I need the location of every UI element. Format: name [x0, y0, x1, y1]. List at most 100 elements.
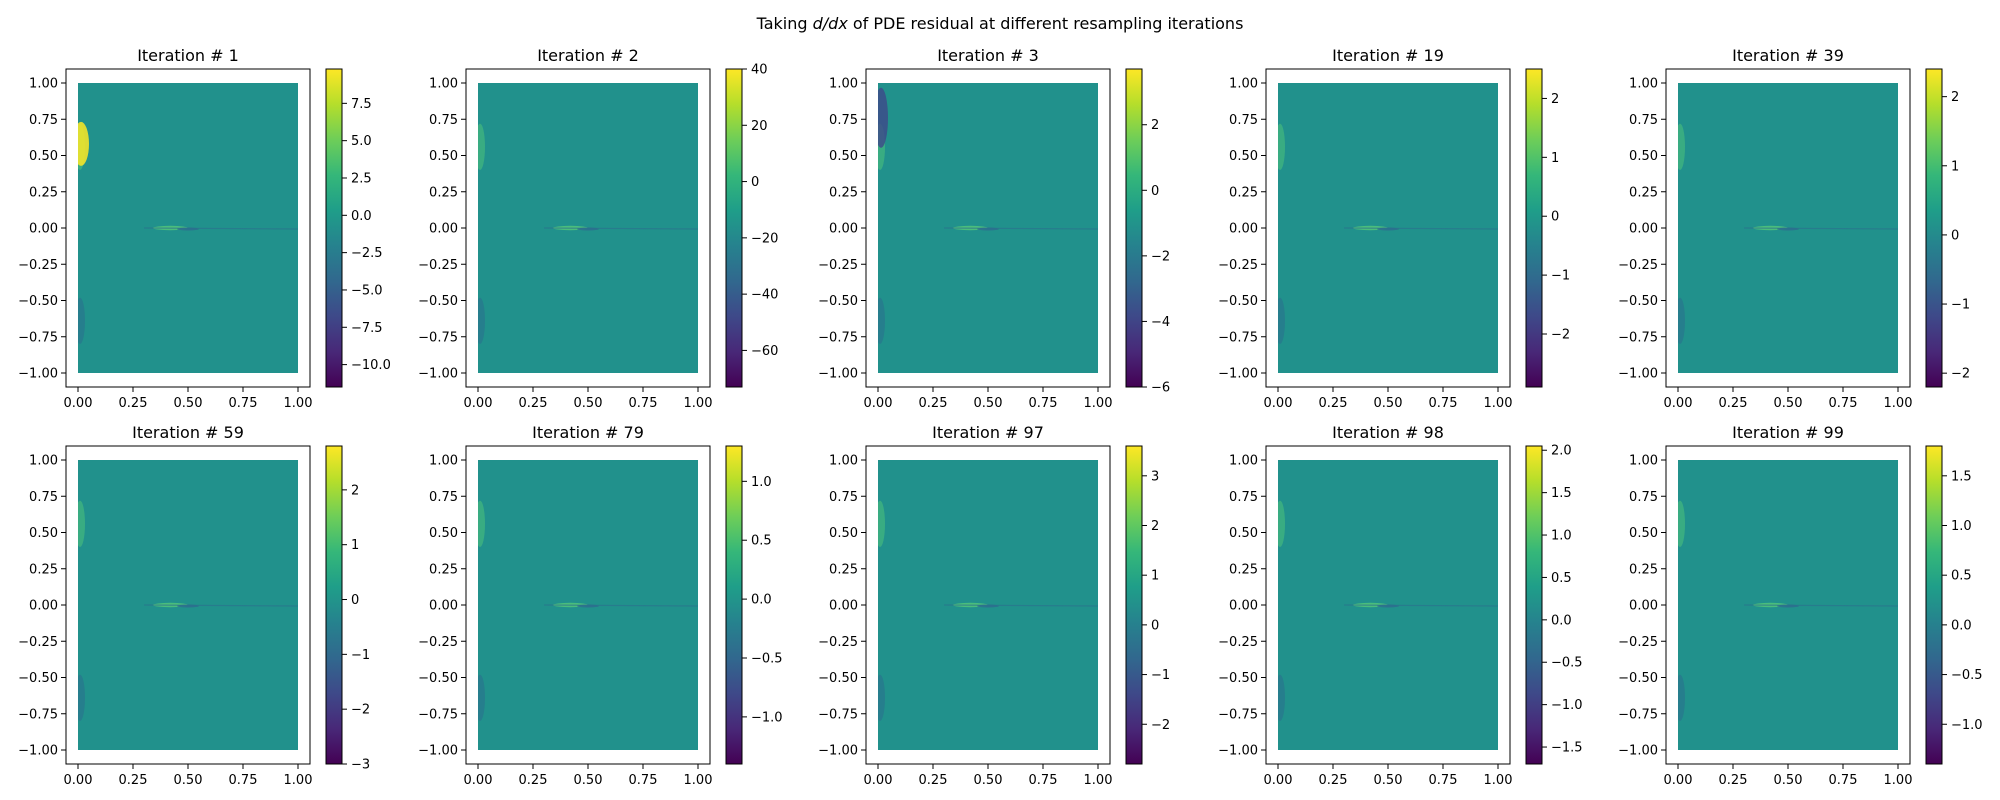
y-tick-label: −0.25 — [818, 258, 858, 273]
x-tick-label: 0.50 — [1374, 396, 1403, 411]
boundary-streak — [1678, 123, 1685, 170]
subplot-title: Iteration # 2 — [537, 46, 639, 65]
x-tick-label: 1.00 — [1884, 396, 1913, 411]
y-tick-label: −0.75 — [1218, 330, 1258, 345]
x-tick-label: 0.00 — [1664, 396, 1693, 411]
x-tick-label: 0.50 — [1374, 773, 1403, 788]
x-tick-label: 1.00 — [284, 396, 313, 411]
boundary-streak — [1278, 500, 1285, 547]
residual-features — [1278, 123, 1498, 344]
y-tick-label: 1.00 — [29, 77, 58, 92]
x-tick-label: 1.00 — [1084, 773, 1113, 788]
residual-features — [1678, 500, 1898, 721]
x-tick-label: 1.00 — [1084, 396, 1113, 411]
y-tick-label: −1.00 — [18, 744, 58, 759]
colorbar-tick-label: −4 — [1151, 315, 1170, 330]
subplot-title: Iteration # 1 — [137, 46, 239, 65]
x-tick-label: 1.00 — [1484, 396, 1513, 411]
colorbar-tick-label: 3 — [1151, 469, 1159, 484]
colorbar-tick-label: −2 — [1151, 718, 1170, 733]
subplot-4: Iteration # 19 0.00 0.25 0.50 0.75 1.00 1.00 0.… — [1218, 46, 1570, 411]
shock-line — [143, 227, 298, 230]
y-tick-label: −0.75 — [1618, 330, 1658, 345]
y-tick-label: −0.75 — [18, 330, 58, 345]
y-tick-label: 0.25 — [1629, 562, 1658, 577]
colorbar-tick-label: −10.0 — [351, 358, 391, 373]
x-tick-label: 0.50 — [974, 773, 1003, 788]
x-tick-label: 0.00 — [864, 773, 893, 788]
x-tick-label: 0.25 — [519, 396, 548, 411]
colorbar-tick-label: −40 — [751, 288, 778, 303]
y-tick-label: 0.25 — [29, 562, 58, 577]
colorbar-tick-label: 2.0 — [1551, 444, 1572, 459]
boundary-streak — [78, 500, 85, 547]
y-tick-label: 0.25 — [829, 185, 858, 200]
y-tick-label: −1.00 — [1618, 367, 1658, 382]
colorbar-tick-label: −0.5 — [1951, 668, 1983, 683]
y-tick-label: 0.00 — [1229, 222, 1258, 237]
y-tick-label: 0.50 — [1229, 149, 1258, 164]
residual-features — [878, 87, 1098, 344]
colorbar-tick-label: 1.0 — [1951, 519, 1972, 534]
subplot-title: Iteration # 3 — [937, 46, 1039, 65]
y-tick-label: −0.50 — [1218, 671, 1258, 686]
x-tick-label: 0.50 — [974, 396, 1003, 411]
subplot-8: Iteration # 97 0.00 0.25 0.50 0.75 1.00 1.00 0.… — [818, 423, 1170, 788]
y-tick-label: −0.75 — [418, 330, 458, 345]
colorbar-tick-label: 0.5 — [1951, 569, 1972, 584]
subplot-6: Iteration # 59 0.00 0.25 0.50 0.75 1.00 1.00 0.… — [18, 423, 370, 788]
y-tick-label: 1.00 — [829, 454, 858, 469]
y-tick-label: −0.75 — [818, 707, 858, 722]
y-tick-label: 0.50 — [29, 149, 58, 164]
x-tick-label: 0.75 — [229, 773, 258, 788]
subplot-1: Iteration # 1 0.00 0.25 0.50 0.75 1.00 1.00 0.7… — [18, 46, 391, 411]
y-tick-label: −0.50 — [18, 671, 58, 686]
x-tick-label: 0.75 — [1429, 773, 1458, 788]
y-tick-label: −0.75 — [418, 707, 458, 722]
y-tick-label: 0.75 — [429, 490, 458, 505]
subplot-title: Iteration # 19 — [1332, 46, 1444, 65]
y-tick-label: −0.50 — [1218, 294, 1258, 309]
y-tick-label: 0.00 — [829, 222, 858, 237]
colorbar-tick-label: −1 — [1551, 269, 1570, 284]
colorbar-tick-label: 1.5 — [1551, 486, 1572, 501]
colorbar-tick-label: 0.5 — [751, 534, 772, 549]
y-tick-label: 0.25 — [29, 185, 58, 200]
colorbar — [1126, 446, 1142, 764]
boundary-streak — [878, 297, 885, 344]
boundary-streak — [478, 674, 485, 721]
boundary-streak — [1278, 674, 1285, 721]
x-tick-label: 0.50 — [574, 396, 603, 411]
colorbar-tick-label: 2.5 — [351, 171, 372, 186]
residual-features — [478, 123, 698, 344]
colorbar-tick-label: −7.5 — [351, 321, 383, 336]
y-tick-label: −0.75 — [18, 707, 58, 722]
boundary-streak — [1678, 297, 1685, 344]
boundary-streak — [1278, 297, 1285, 344]
y-tick-label: −1.00 — [418, 367, 458, 382]
colorbar-tick-label: −20 — [751, 231, 778, 246]
colorbar-tick-label: −3 — [351, 758, 370, 773]
colorbar — [1926, 69, 1942, 387]
x-tick-label: 1.00 — [284, 773, 313, 788]
figure-title-suffix: of PDE residual at different resampling … — [847, 14, 1244, 33]
x-tick-label: 0.25 — [119, 773, 148, 788]
y-tick-label: 0.25 — [1229, 562, 1258, 577]
subplot-title: Iteration # 98 — [1332, 423, 1444, 442]
colorbar-tick-label: 5.0 — [351, 134, 372, 149]
y-tick-label: 0.00 — [829, 599, 858, 614]
y-tick-label: −1.00 — [818, 744, 858, 759]
colorbar-tick-label: 0 — [1951, 228, 1959, 243]
subplot-title: Iteration # 97 — [932, 423, 1044, 442]
x-tick-label: 1.00 — [684, 773, 713, 788]
y-tick-label: 0.50 — [29, 526, 58, 541]
x-tick-label: 0.50 — [174, 773, 203, 788]
colorbar — [726, 446, 742, 764]
colorbar-tick-label: 0 — [1151, 184, 1159, 199]
x-tick-label: 0.75 — [1829, 773, 1858, 788]
colorbar-frame — [1125, 445, 1143, 765]
x-tick-label: 0.25 — [1719, 773, 1748, 788]
x-tick-label: 0.50 — [1774, 396, 1803, 411]
figure-title: Taking d/dx of PDE residual at different… — [0, 14, 2000, 33]
colorbar-frame — [325, 68, 343, 388]
